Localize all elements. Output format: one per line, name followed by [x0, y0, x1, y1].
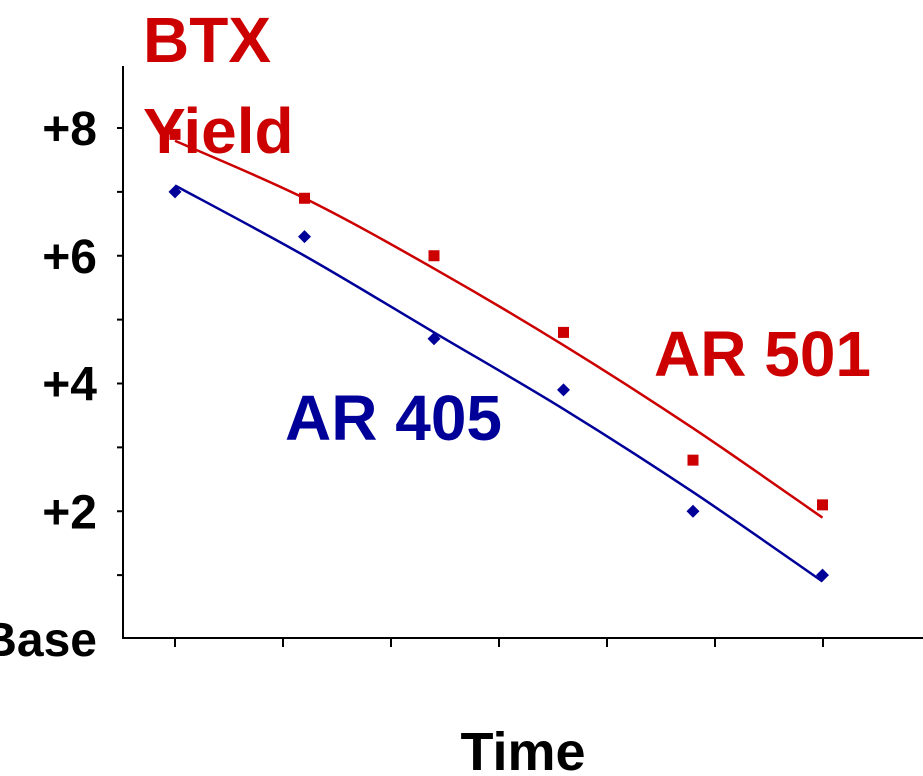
x-axis-title: Time: [460, 722, 585, 776]
series-label-ar405: AR 405: [285, 382, 502, 454]
data-point-ar-501: [299, 192, 310, 204]
y-tick-labels: +8 +6 +4 +2 Base: [0, 103, 97, 667]
trend-line-ar-501: [174, 139, 824, 519]
data-point-ar-501: [428, 250, 440, 262]
data-point-ar-501: [169, 128, 181, 140]
y-tick-label: Base: [0, 614, 97, 667]
data-point-ar-405: [686, 504, 700, 518]
chart-title-line-1: BTX: [143, 4, 271, 76]
y-tick-label: +2: [42, 486, 97, 539]
data-point-ar-501: [687, 454, 699, 466]
data-point-ar-405: [298, 230, 311, 244]
y-tick-label: +4: [42, 359, 97, 412]
series-label-ar501: AR 501: [654, 318, 871, 390]
y-tick-label: +8: [42, 103, 97, 156]
x-axis: [123, 637, 923, 647]
trend-line-ar-405: [174, 184, 824, 583]
data-point-ar-405: [816, 568, 829, 582]
data-points: [168, 128, 829, 582]
data-point-ar-405: [168, 185, 182, 199]
y-axis: [117, 66, 124, 639]
data-point-ar-501: [817, 499, 828, 511]
data-point-ar-405: [557, 383, 570, 397]
chart-title-line-2: Yield: [143, 95, 294, 167]
data-point-ar-405: [427, 332, 441, 346]
y-tick-label: +6: [42, 231, 97, 284]
trend-lines: [174, 139, 824, 583]
data-point-ar-501: [558, 326, 569, 338]
